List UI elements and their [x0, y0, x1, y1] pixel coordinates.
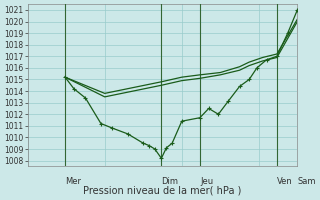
Text: Dim: Dim [161, 177, 178, 186]
X-axis label: Pression niveau de la mer( hPa ): Pression niveau de la mer( hPa ) [83, 186, 242, 196]
Text: Mer: Mer [65, 177, 81, 186]
Text: Ven: Ven [277, 177, 293, 186]
Text: Jeu: Jeu [200, 177, 213, 186]
Text: Sam: Sam [297, 177, 316, 186]
